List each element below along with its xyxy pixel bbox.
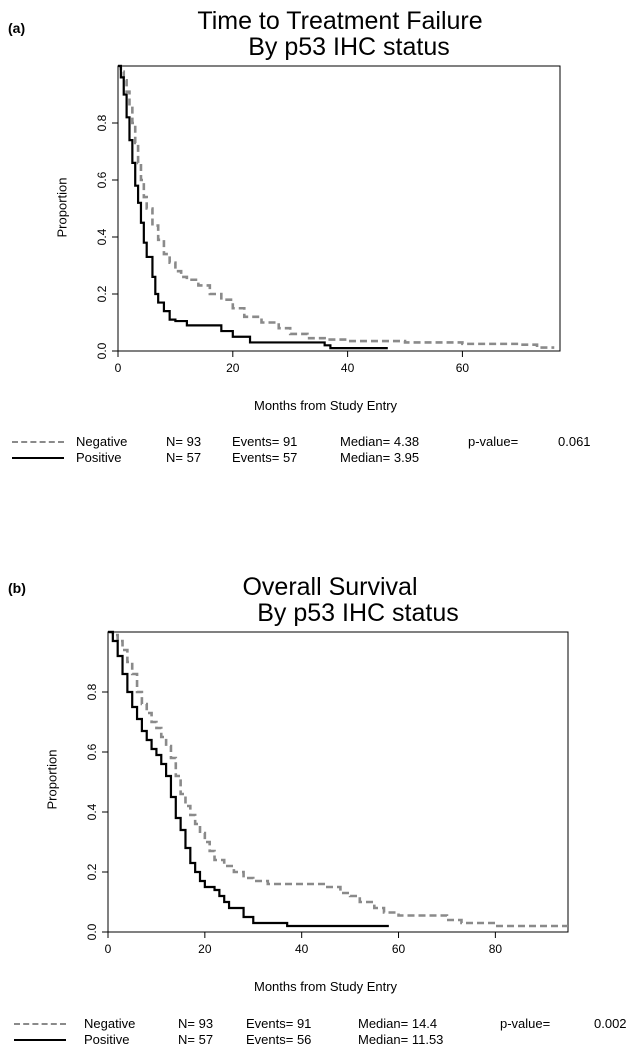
series-line-negative [118,64,555,349]
legend-pvalue: 0.061 [558,434,591,449]
x-axis-label: Months from Study Entry [254,398,398,413]
y-tick-label: 0.0 [95,342,109,359]
title-line-2: By p53 IHC status [248,33,450,61]
legend-n: N= 57 [166,450,202,465]
legend-row-positive: Positive N= 57 Events= 57 Median= 3.95 [0,450,636,466]
legend-events: Events= 91 [232,434,298,449]
dashed-line-swatch [14,1023,66,1025]
panel-label: (a) [8,20,26,36]
legend-label: Positive [84,1032,130,1047]
y-axis-label: Proportion [54,177,70,238]
y-tick-label: 0.2 [95,285,109,302]
legend-n: N= 57 [178,1032,214,1047]
dashed-line-swatch [12,441,64,443]
y-tick-label: 0.2 [85,863,99,880]
panel-a: (a) Time to Treatment Failure By p53 IHC… [0,0,636,500]
legend-n: N= 93 [166,434,202,449]
y-tick-label: 0.4 [85,803,99,820]
legend-events: Events= 91 [246,1016,312,1031]
title-line-1: Time to Treatment Failure [197,7,483,35]
legend-median: Median= 4.38 [340,434,420,449]
y-tick-label: 0.8 [85,683,99,700]
x-tick-label: 60 [392,942,406,956]
legend-label: Negative [84,1016,136,1031]
legend-pvalue-label: p-value= [500,1016,551,1031]
legend-pvalue: 0.002 [594,1016,627,1031]
legend-pvalue-label: p-value= [468,434,519,449]
legend-row-positive: Positive N= 57 Events= 56 Median= 11.53 [0,1032,636,1048]
title-line-2: By p53 IHC status [257,599,459,627]
plot-frame [107,631,569,933]
plot-frame [117,65,561,352]
legend-median: Median= 3.95 [340,450,420,465]
y-axis-label: Proportion [44,749,60,810]
legend-label: Positive [76,450,122,465]
legend-events: Events= 57 [232,450,298,465]
legend-row-negative: Negative N= 93 Events= 91 Median= 14.4 p… [0,1016,636,1032]
legend-median: Median= 14.4 [358,1016,438,1031]
plot-area: 0 20 40 60 80 0.0 0.2 0.4 0.6 0.8 [85,630,569,956]
solid-line-swatch [12,457,64,459]
x-tick-label: 0 [115,361,122,375]
title-line-1: Overall Survival [242,573,418,601]
legend-n: N= 93 [178,1016,214,1031]
x-tick-label: 20 [226,361,240,375]
chart-title: Time to Treatment Failure By p53 IHC sta… [160,8,520,60]
series-line-positive [108,630,389,928]
y-tick-label: 0.4 [95,228,109,245]
x-tick-label: 0 [105,942,112,956]
y-tick-label: 0.6 [85,743,99,760]
series-line-positive [118,64,388,350]
panel-b: (b) Overall Survival By p53 IHC status 0… [0,560,636,1049]
series-line-negative [108,630,568,928]
legend-events: Events= 56 [246,1032,312,1047]
y-tick-label: 0.0 [85,923,99,940]
x-tick-label: 80 [489,942,503,956]
y-tick-label: 0.6 [95,171,109,188]
y-tick-label: 0.8 [95,114,109,131]
x-tick-label: 20 [198,942,212,956]
x-axis-label: Months from Study Entry [254,979,398,994]
legend-median: Median= 11.53 [358,1032,444,1047]
x-tick-label: 40 [341,361,355,375]
solid-line-swatch [14,1039,66,1041]
x-tick-label: 40 [295,942,309,956]
chart-title: Overall Survival By p53 IHC status [160,574,500,626]
legend-row-negative: Negative N= 93 Events= 91 Median= 4.38 p… [0,434,636,450]
plot-area: 0 20 40 60 0.0 0.2 0.4 0.6 0.8 [95,64,561,375]
panel-label: (b) [8,580,26,596]
x-tick-label: 60 [456,361,470,375]
legend-label: Negative [76,434,128,449]
